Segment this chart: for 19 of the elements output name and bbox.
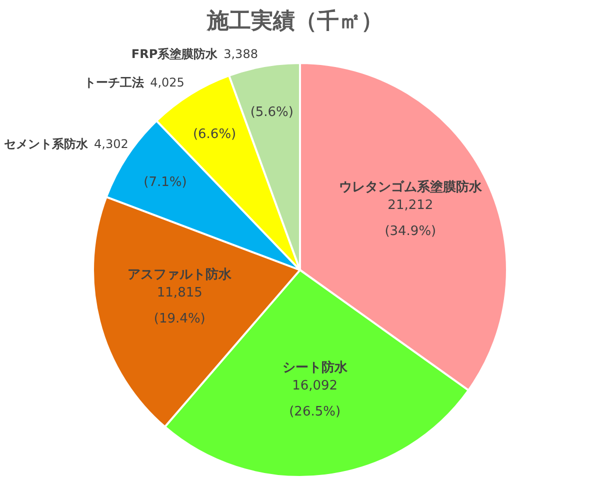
text: (5.6%)	[250, 105, 294, 120]
data-label: 3,388	[224, 47, 258, 62]
data-label: 16,092	[292, 378, 338, 394]
data-label: 4,025	[150, 75, 184, 90]
data-label: 11,815	[156, 286, 202, 301]
chart-title: 施工実績（千㎡）	[206, 8, 383, 34]
slice-label: シート防水	[282, 359, 348, 376]
text: (7.1%)	[144, 175, 187, 190]
slice-label: セメント系防水	[4, 137, 89, 152]
slice-label: トーチ工法	[84, 75, 144, 90]
slice-label: FRP系塗膜防水	[131, 47, 219, 62]
data-label: 4,302	[94, 137, 128, 152]
text: (26.5%)	[289, 404, 341, 420]
text: (6.6%)	[192, 127, 236, 142]
text: (19.4%)	[154, 312, 206, 327]
slice-label: ウレタンゴム系塗膜防水	[338, 179, 483, 196]
data-label: 21,212	[388, 198, 434, 214]
slice-label: アスファルト防水	[128, 266, 233, 283]
text: (34.9%)	[384, 224, 436, 240]
